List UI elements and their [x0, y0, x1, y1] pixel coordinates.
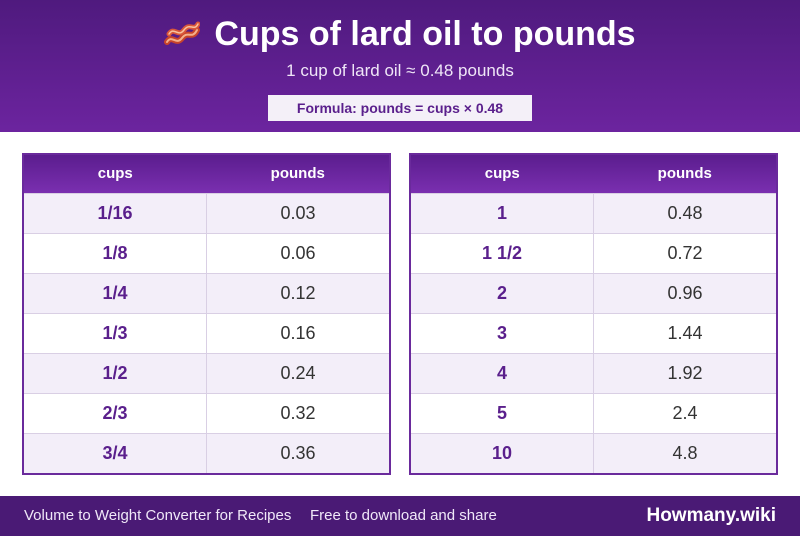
table-row: 1/8 0.06: [24, 233, 389, 273]
column-header-cups: cups: [97, 165, 133, 182]
pounds-cell: 0.32: [280, 403, 316, 423]
cups-cell: 3: [411, 314, 594, 353]
cups-cell: 1/2: [24, 354, 207, 393]
footer-share-label: Free to download and share: [310, 507, 497, 524]
bacon-icon: [164, 21, 201, 45]
pounds-cell: 0.72: [667, 243, 703, 263]
conversion-table-right: cups pounds 1 0.48 1 1/2 0.72 2 0.96 3 1.44 …: [409, 153, 778, 475]
brand-link[interactable]: Howmany.wiki: [646, 505, 776, 526]
conversion-table-left: cups pounds 1/16 0.03 1/8 0.06 1/4 0.12 1/3…: [22, 153, 391, 475]
pounds-cell: 0.03: [280, 203, 316, 223]
table-row: 2 0.96: [411, 273, 776, 313]
pounds-cell: 1.92: [667, 363, 703, 383]
subtitle: 1 cup of lard oil ≈ 0.48 pounds: [286, 61, 514, 80]
pounds-cell: 0.16: [280, 323, 316, 343]
cups-cell: 2/3: [24, 394, 207, 433]
pounds-cell: 4.8: [672, 443, 698, 463]
footer: Volume to Weight Converter for Recipes F…: [0, 496, 800, 536]
table-row: 10 4.8: [411, 433, 776, 473]
table-row: 3 1.44: [411, 313, 776, 353]
cups-cell: 3/4: [24, 434, 207, 473]
table-row: 2/3 0.32: [24, 393, 389, 433]
pounds-cell: 2.4: [672, 403, 698, 423]
table-row: 1/16 0.03: [24, 193, 389, 233]
cups-cell: 1: [411, 194, 594, 233]
pounds-cell: 0.96: [667, 283, 703, 303]
page-title: Cups of lard oil to pounds: [214, 15, 636, 53]
footer-converter-label: Volume to Weight Converter for Recipes: [24, 507, 292, 524]
cups-cell: 2: [411, 274, 594, 313]
page-title-row: Cups of lard oil to pounds: [0, 14, 800, 54]
pounds-cell: 0.48: [667, 203, 703, 223]
table-row: 4 1.92: [411, 353, 776, 393]
cups-cell: 5: [411, 394, 594, 433]
formula-badge: Formula: pounds = cups × 0.48: [268, 95, 532, 121]
cups-cell: 1/16: [24, 194, 207, 233]
table-row: 1/4 0.12: [24, 273, 389, 313]
pounds-cell: 0.12: [280, 283, 316, 303]
column-header-pounds: pounds: [270, 165, 325, 182]
table-row: 1 0.48: [411, 193, 776, 233]
pounds-cell: 0.24: [280, 363, 316, 383]
table-row: 5 2.4: [411, 393, 776, 433]
header: Cups of lard oil to pounds 1 cup of lard…: [0, 0, 800, 132]
pounds-cell: 0.06: [280, 243, 316, 263]
cups-cell: 4: [411, 354, 594, 393]
column-header-pounds: pounds: [657, 165, 712, 182]
table-row: 1/3 0.16: [24, 313, 389, 353]
table-row: 3/4 0.36: [24, 433, 389, 473]
table-header: cups pounds: [411, 155, 776, 193]
pounds-cell: 0.36: [280, 443, 316, 463]
cups-cell: 1/4: [24, 274, 207, 313]
table-row: 1/2 0.24: [24, 353, 389, 393]
table-header: cups pounds: [24, 155, 389, 193]
cups-cell: 10: [411, 434, 594, 473]
cups-cell: 1/8: [24, 234, 207, 273]
cups-cell: 1/3: [24, 314, 207, 353]
table-row: 1 1/2 0.72: [411, 233, 776, 273]
cups-cell: 1 1/2: [411, 234, 594, 273]
column-header-cups: cups: [484, 165, 520, 182]
pounds-cell: 1.44: [667, 323, 703, 343]
